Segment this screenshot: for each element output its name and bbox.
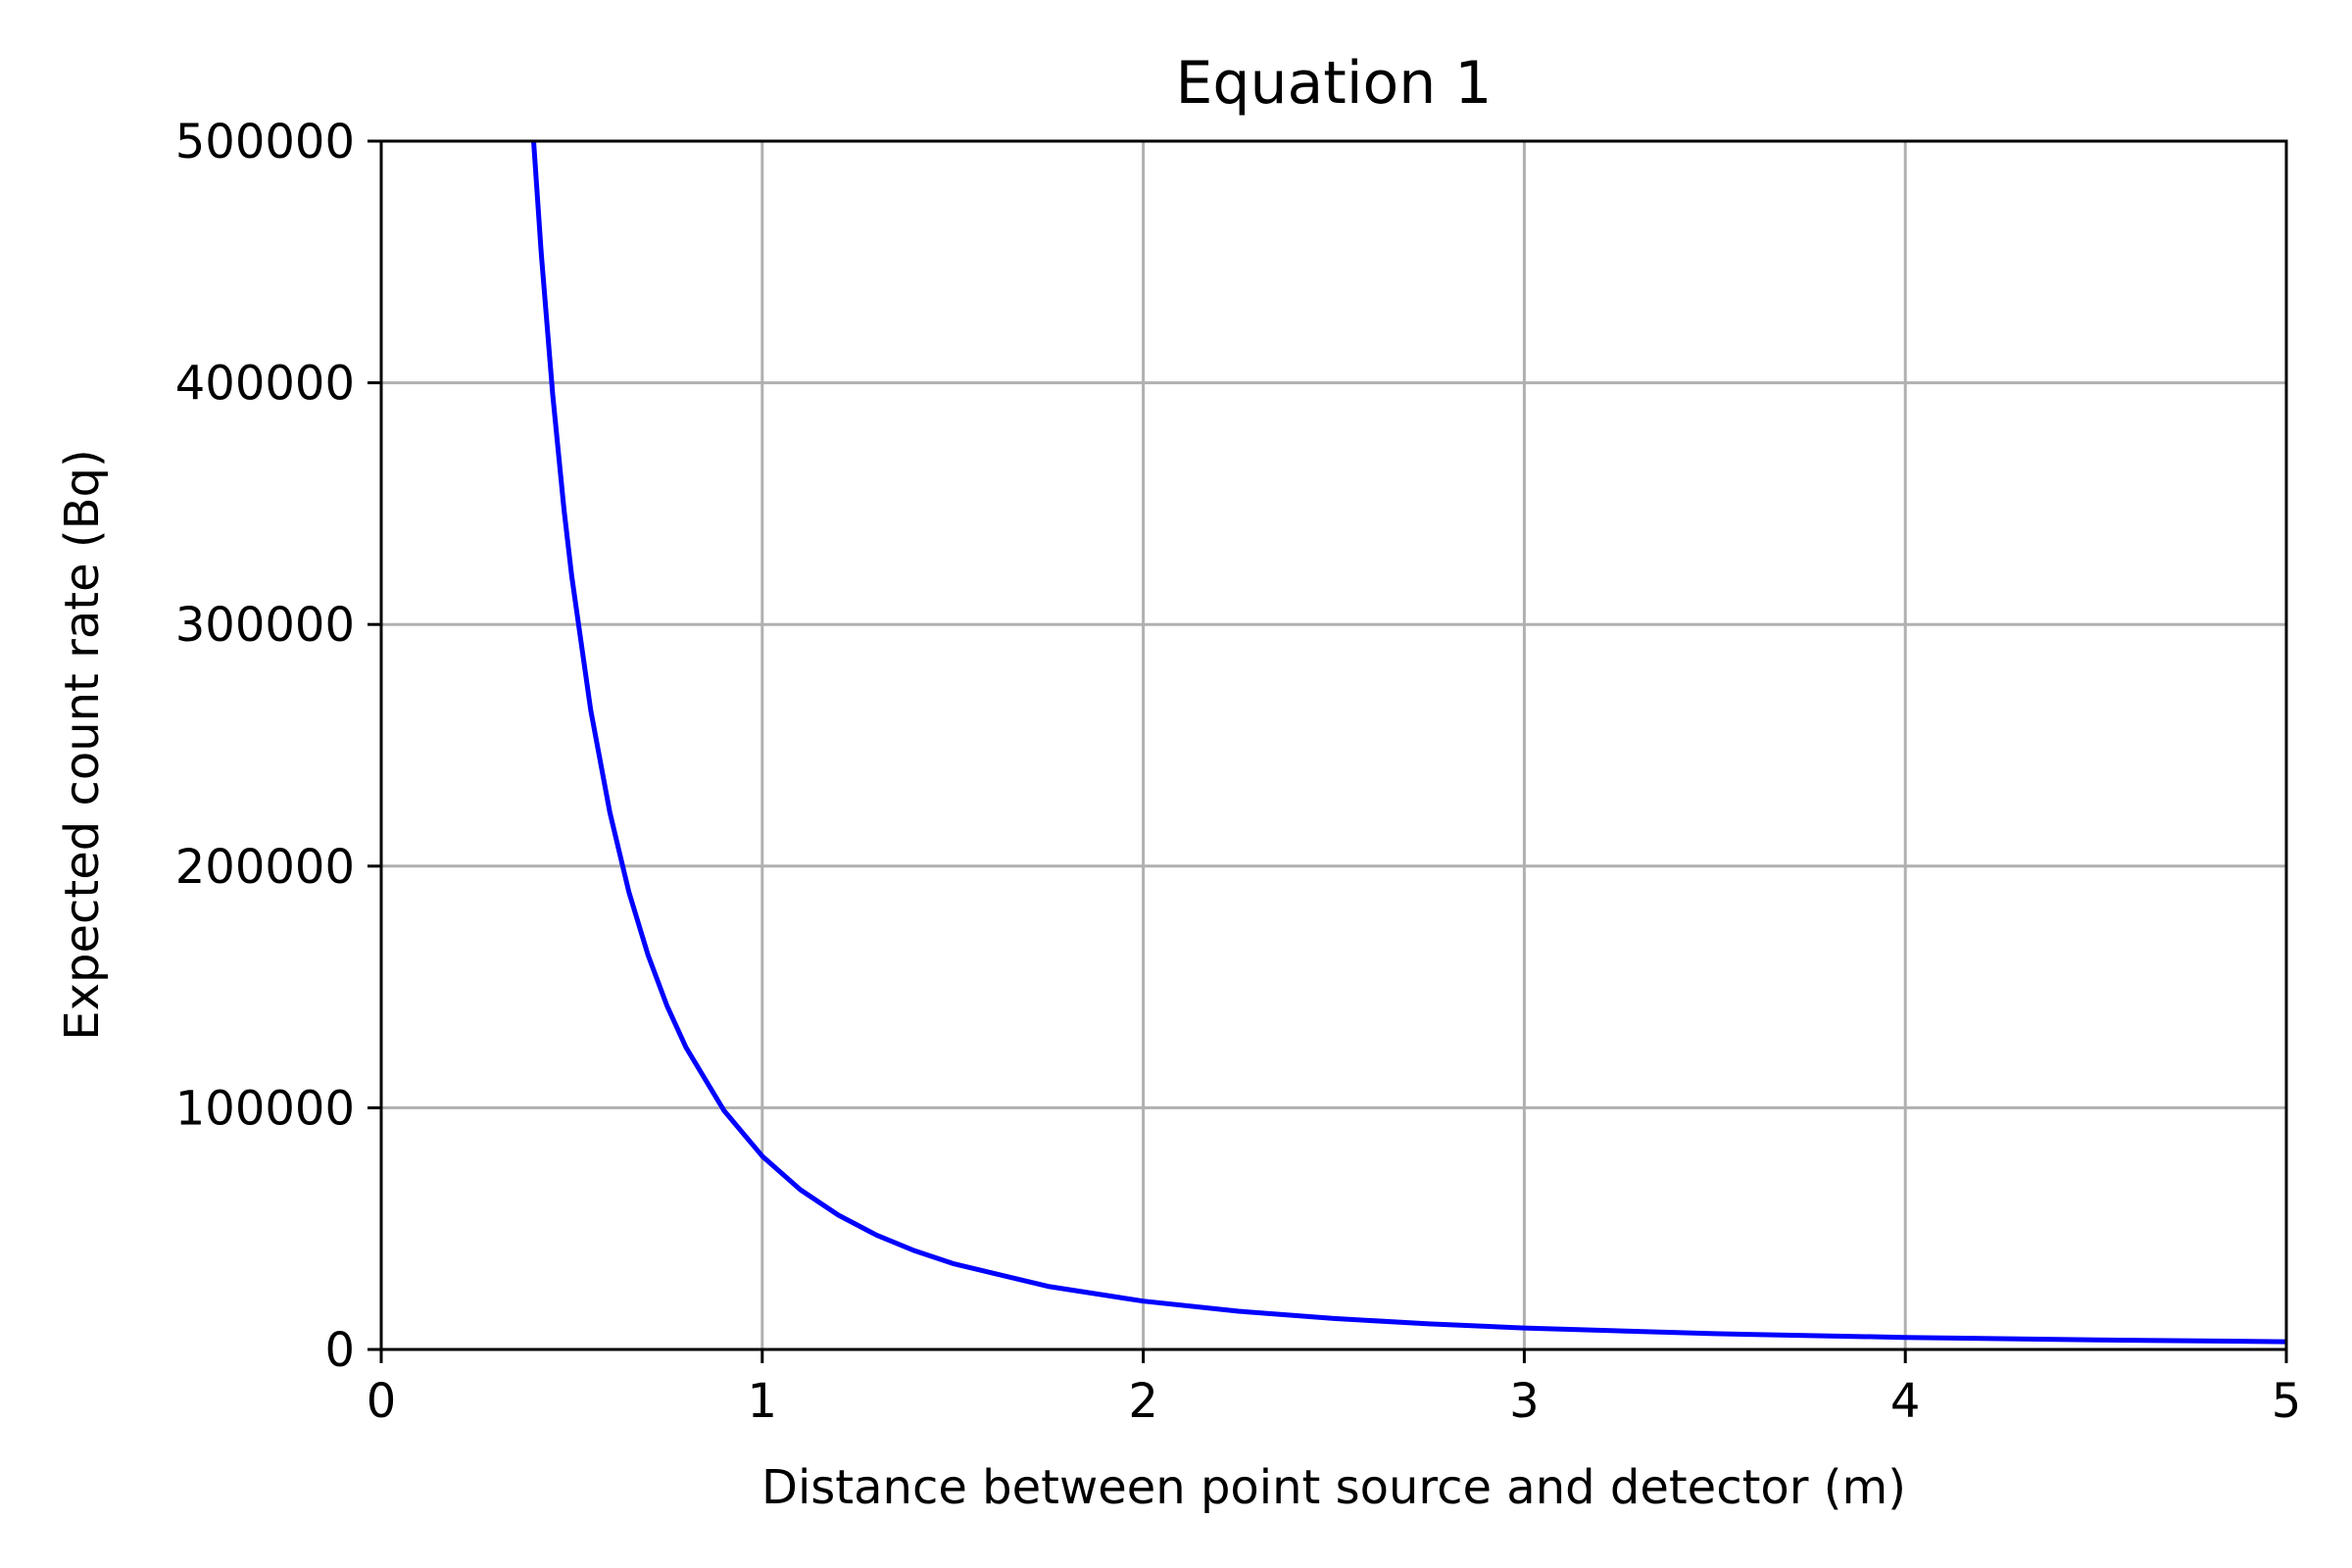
x-tick-label: 2 — [1128, 1374, 1158, 1429]
y-tick-label: 300000 — [175, 598, 355, 653]
y-tick-label: 100000 — [175, 1081, 355, 1136]
grid-lines — [381, 141, 2286, 1349]
x-tick-label: 1 — [748, 1374, 778, 1429]
y-tick-label: 500000 — [175, 115, 355, 170]
y-tick-label: 200000 — [175, 840, 355, 895]
plot-frame — [379, 139, 2288, 1351]
x-tick-label: 5 — [2272, 1374, 2302, 1429]
x-tick-label: 0 — [367, 1374, 397, 1429]
x-tick-label: 4 — [1890, 1374, 1921, 1429]
y-axis-ticks: 0 100000 200000 300000 400000 500000 — [175, 115, 381, 1378]
y-axis-label: Expected count rate (Bq) — [55, 449, 110, 1041]
x-axis-label: Distance between point source and detect… — [761, 1460, 1906, 1515]
x-tick-label: 3 — [1509, 1374, 1540, 1429]
y-tick-label: 0 — [324, 1323, 355, 1378]
x-axis-ticks: 0 1 2 3 4 5 — [367, 1349, 2302, 1429]
chart-title: Equation 1 — [1176, 49, 1493, 118]
series-line — [531, 140, 2287, 1345]
y-tick-label: 400000 — [175, 357, 355, 412]
series-group — [531, 140, 2287, 1345]
